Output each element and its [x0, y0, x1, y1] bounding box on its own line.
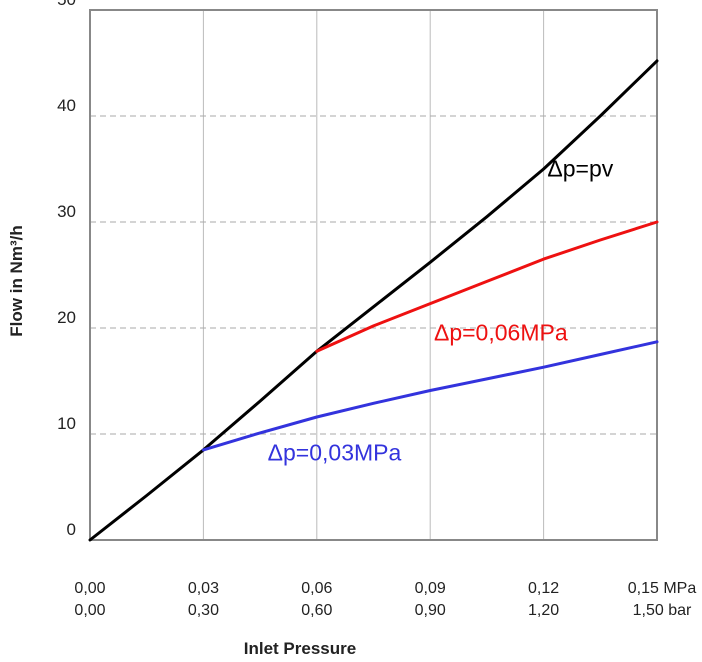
x-tick-label-bar: 1,20 [528, 602, 559, 619]
x-tick-label-bar: 0,00 [74, 602, 105, 619]
y-tick-labels: 0 10 20 30 40 50 [57, 0, 76, 539]
y-tick-label: 50 [57, 0, 76, 9]
grid [90, 10, 657, 540]
x-tick-label-mpa: 0,15 MPa [628, 580, 697, 597]
series-line [315, 220, 659, 353]
x-tick-label-mpa: 0,09 [415, 580, 446, 597]
series-lines [88, 59, 659, 542]
series-label: Δp=pv [547, 155, 613, 181]
y-tick-label: 40 [57, 96, 76, 115]
x-axis-title: Inlet Pressure [244, 639, 356, 658]
series-line [88, 59, 659, 542]
y-tick-label: 0 [67, 520, 76, 539]
series-labels: Δp=pv Δp=0,06MPa Δp=0,03MPa [268, 155, 614, 465]
x-tick-label-bar: 0,30 [188, 602, 219, 619]
x-tick-label-mpa: 0,03 [188, 580, 219, 597]
series-line [201, 340, 659, 452]
series-label: Δp=0,03MPa [268, 440, 402, 466]
x-tick-label-mpa: 0,00 [74, 580, 105, 597]
x-tick-label-mpa: 0,06 [301, 580, 332, 597]
y-tick-label: 10 [57, 414, 76, 433]
x-tick-label-bar: 0,60 [301, 602, 332, 619]
y-tick-label: 30 [57, 202, 76, 221]
x-tick-labels: 0,00 0,00 0,03 0,30 0,06 0,60 0,09 0,90 0,12 1,20… [74, 580, 696, 619]
y-tick-label: 20 [57, 308, 76, 327]
x-tick-label-bar: 0,90 [415, 602, 446, 619]
plot-frame [89, 9, 658, 541]
x-tick-label-mpa: 0,12 [528, 580, 559, 597]
x-tick-label-bar: 1,50 bar [633, 602, 692, 619]
series-label: Δp=0,06MPa [434, 320, 568, 346]
y-axis-title: Flow in Nm³/h [7, 225, 26, 336]
